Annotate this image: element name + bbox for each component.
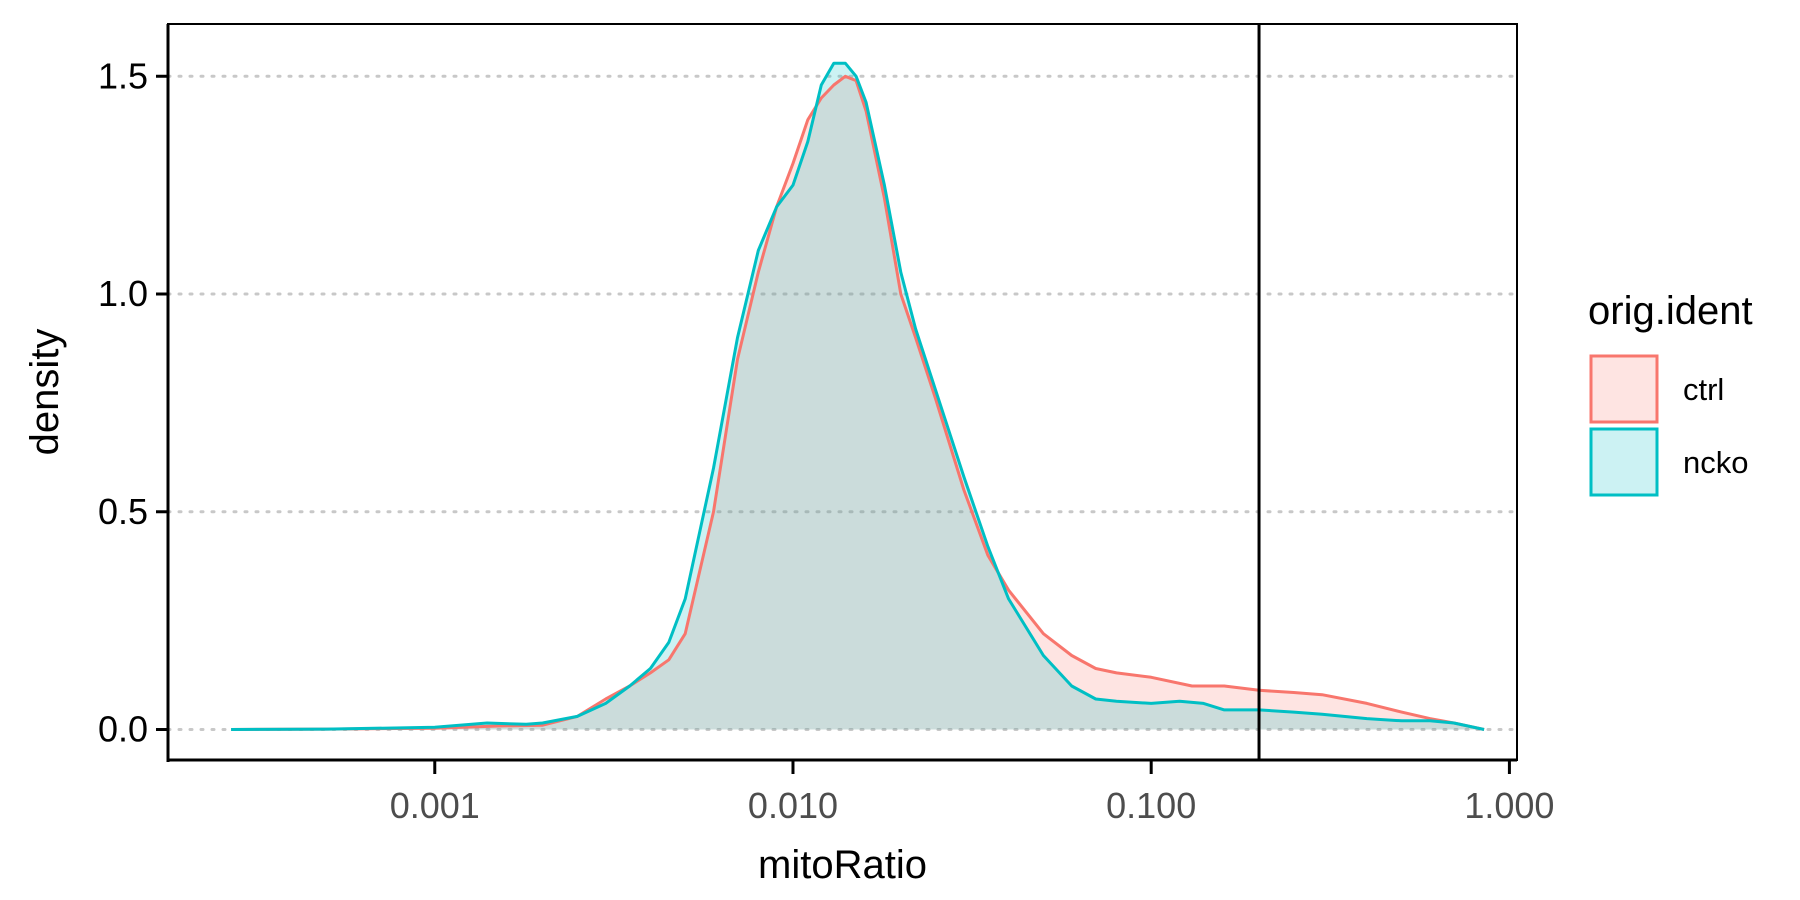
area-fill-ctrl — [231, 76, 1485, 730]
x-tick-label-0: 0.001 — [390, 785, 480, 826]
legend-key-ctrl — [1589, 354, 1659, 424]
y-tick-label-2: 1.0 — [98, 273, 148, 314]
legend-label-ctrl: ctrl — [1683, 372, 1724, 407]
series-fills — [231, 63, 1485, 730]
legend: orig.ident ctrl ncko — [1588, 289, 1753, 497]
y-tick-label-0: 0.0 — [98, 709, 148, 750]
x-tick-label-1: 0.010 — [748, 785, 838, 826]
grid-lines — [166, 74, 1519, 732]
y-tick-label-1: 0.5 — [98, 491, 148, 532]
axes: 0.0 0.5 1.0 1.5 0.001 0.010 0.100 1.000 — [98, 24, 1554, 826]
x-tick-label-2: 0.100 — [1106, 785, 1196, 826]
legend-key-ncko — [1589, 427, 1659, 497]
legend-items: ctrl ncko — [1589, 354, 1748, 497]
y-axis-title: density — [23, 329, 67, 456]
legend-title: orig.ident — [1588, 289, 1753, 333]
x-axis-title: mitoRatio — [758, 843, 927, 887]
density-line-ncko — [231, 61, 1485, 731]
series-lines — [231, 61, 1485, 731]
legend-label-ncko: ncko — [1683, 445, 1748, 480]
area-fill-ncko — [231, 63, 1485, 730]
density-series — [231, 61, 1485, 731]
y-tick-label-3: 1.5 — [98, 55, 148, 96]
x-tick-label-3: 1.000 — [1464, 785, 1554, 826]
